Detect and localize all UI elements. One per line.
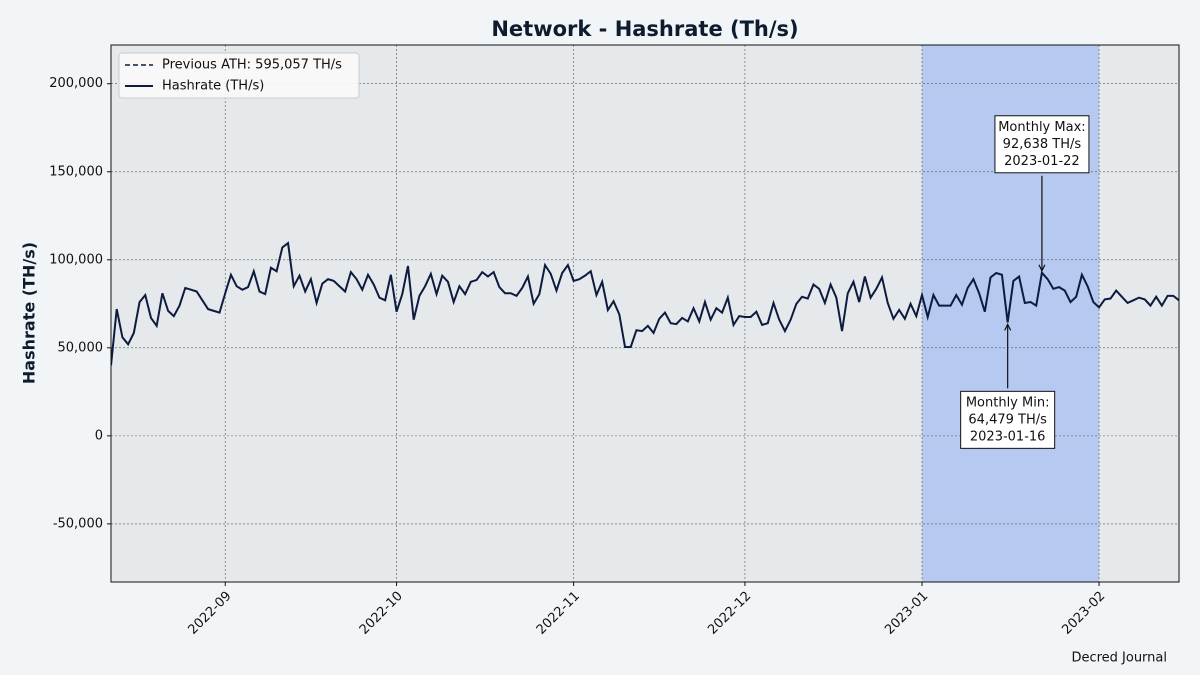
x-tick-label: 2022-12 bbox=[705, 589, 754, 638]
legend-label: Hashrate (TH/s) bbox=[162, 79, 264, 94]
footer: Decred Journal bbox=[1071, 651, 1167, 666]
annotation-text: 2023-01-22 bbox=[1004, 154, 1080, 169]
y-tick-label: 100,000 bbox=[49, 252, 103, 267]
annotation-text: Monthly Min: bbox=[966, 395, 1050, 410]
legend-box bbox=[118, 52, 360, 99]
annotation-text: 2023-01-16 bbox=[970, 429, 1046, 444]
annotation-text: 92,638 TH/s bbox=[1003, 137, 1082, 152]
x-tick-label: 2022-11 bbox=[534, 589, 583, 638]
x-tick-label: 2023-02 bbox=[1059, 589, 1108, 638]
x-tick-label: 2022-10 bbox=[357, 589, 406, 638]
annotation-text: Monthly Max: bbox=[998, 120, 1085, 135]
data-line bbox=[111, 241, 1179, 366]
legend-label: Previous ATH: 595,057 TH/s bbox=[162, 58, 342, 73]
y-tick-label: 50,000 bbox=[58, 340, 104, 355]
y-tick-label: 150,000 bbox=[49, 164, 103, 179]
y-tick-label: 200,000 bbox=[49, 76, 103, 91]
y-axis-label: Hashrate (TH/s) bbox=[20, 242, 39, 384]
x-tick-label: 2022-09 bbox=[186, 589, 235, 638]
y-tick-label: -50,000 bbox=[53, 516, 103, 531]
annotation-box bbox=[994, 115, 1090, 174]
annotation-box bbox=[960, 390, 1056, 449]
x-tick-label: 2023-01 bbox=[882, 589, 931, 638]
chart-title: Network - Hashrate (Th/s) bbox=[491, 17, 798, 41]
arrow-head bbox=[1004, 322, 1012, 331]
arrow-head bbox=[1038, 264, 1046, 273]
annotation-text: 64,479 TH/s bbox=[968, 412, 1047, 427]
plot-frame bbox=[110, 44, 1180, 583]
y-tick-label: 0 bbox=[95, 428, 103, 443]
